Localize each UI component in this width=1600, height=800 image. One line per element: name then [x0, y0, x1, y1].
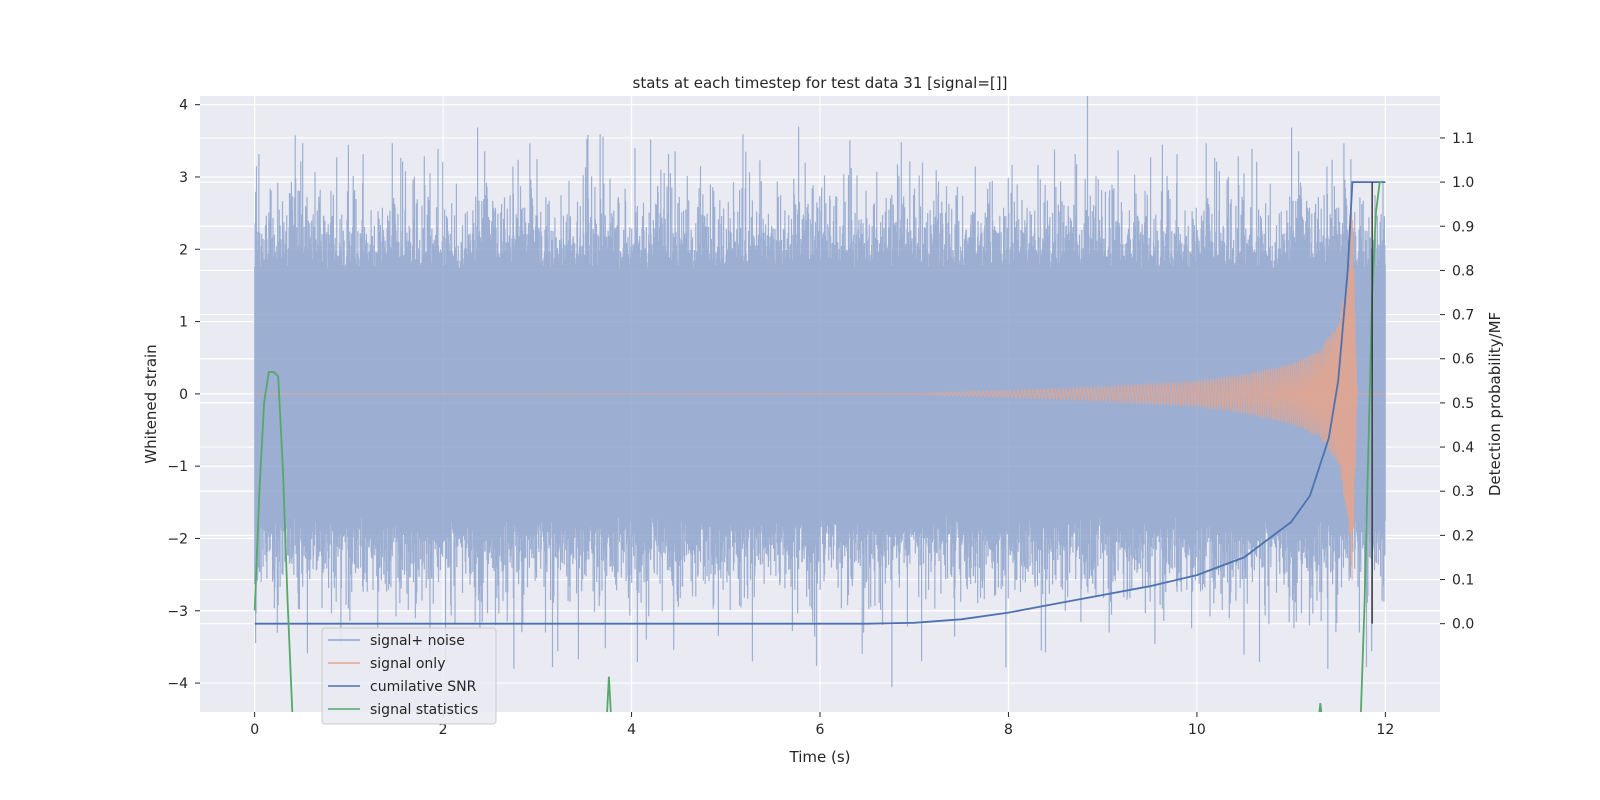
y-left-tick-label: 0	[179, 387, 188, 403]
series-cumilative-snr	[254, 181, 1386, 625]
y-right-tick-label: 0.2	[1452, 528, 1474, 544]
signal-statistics-segment	[606, 676, 612, 712]
x-tick-label: 6	[816, 722, 825, 738]
signal-statistics-segment	[1318, 703, 1323, 712]
legend-label-signal-plus-noise: signal+ noise	[370, 633, 465, 649]
x-tick-label: 0	[250, 722, 259, 738]
legend: signal+ noise signal only cumilative SNR…	[321, 627, 497, 725]
series-signal-only	[254, 212, 1386, 581]
x-tick-label: 10	[1188, 722, 1206, 738]
y-left-tick-label: 3	[179, 170, 188, 186]
legend-label-signal-only: signal only	[370, 656, 445, 672]
x-axis-label: Time (s)	[789, 748, 851, 766]
y-right-tick-label: 0.4	[1452, 440, 1474, 456]
y-right-tick-label: 0.1	[1452, 573, 1474, 589]
y-axis-left-ticks: −4 −3 −2 −1 0 1 2 3 4	[167, 98, 200, 692]
y-right-tick-label: 0.8	[1452, 263, 1474, 279]
signal-statistics-segment	[253, 371, 294, 712]
y-axis-right-ticks: 0.0 0.1 0.2 0.3 0.4 0.5 0.6 0.7 0.8 0.9 1.0 1.1	[1440, 131, 1474, 633]
y-right-tick-label: 0.3	[1452, 484, 1474, 500]
y-left-tick-label: −3	[167, 604, 188, 620]
y-right-tick-label: 1.1	[1452, 131, 1474, 147]
y-right-tick-label: 0.0	[1452, 617, 1474, 633]
y-left-tick-label: −1	[167, 459, 188, 475]
y-left-tick-label: 4	[179, 98, 188, 114]
y-right-tick-label: 0.5	[1452, 396, 1474, 412]
y-right-tick-label: 1.0	[1452, 175, 1474, 191]
x-tick-label: 4	[627, 722, 636, 738]
y-axis-left-label: Whitened strain	[142, 344, 160, 463]
x-axis-ticks: 0 2 4 6 8 10 12	[250, 712, 1394, 738]
y-axis-right-label: Detection probability/MF	[1486, 312, 1504, 496]
y-right-tick-label: 0.6	[1452, 352, 1474, 368]
x-tick-label: 8	[1004, 722, 1013, 738]
y-right-tick-label: 0.9	[1452, 219, 1474, 235]
y-left-tick-label: 1	[179, 315, 188, 331]
legend-box	[321, 627, 497, 725]
y-left-tick-label: −4	[167, 676, 188, 692]
y-right-tick-label: 0.7	[1452, 308, 1474, 324]
legend-label-cumilative-snr: cumilative SNR	[370, 679, 477, 695]
legend-label-signal-statistics: signal statistics	[370, 702, 478, 718]
y-left-tick-label: 2	[179, 242, 188, 258]
y-left-tick-label: −2	[167, 531, 188, 547]
chart-title: stats at each timestep for test data 31 …	[633, 74, 1008, 92]
x-tick-label: 2	[439, 722, 448, 738]
x-tick-label: 12	[1376, 722, 1394, 738]
